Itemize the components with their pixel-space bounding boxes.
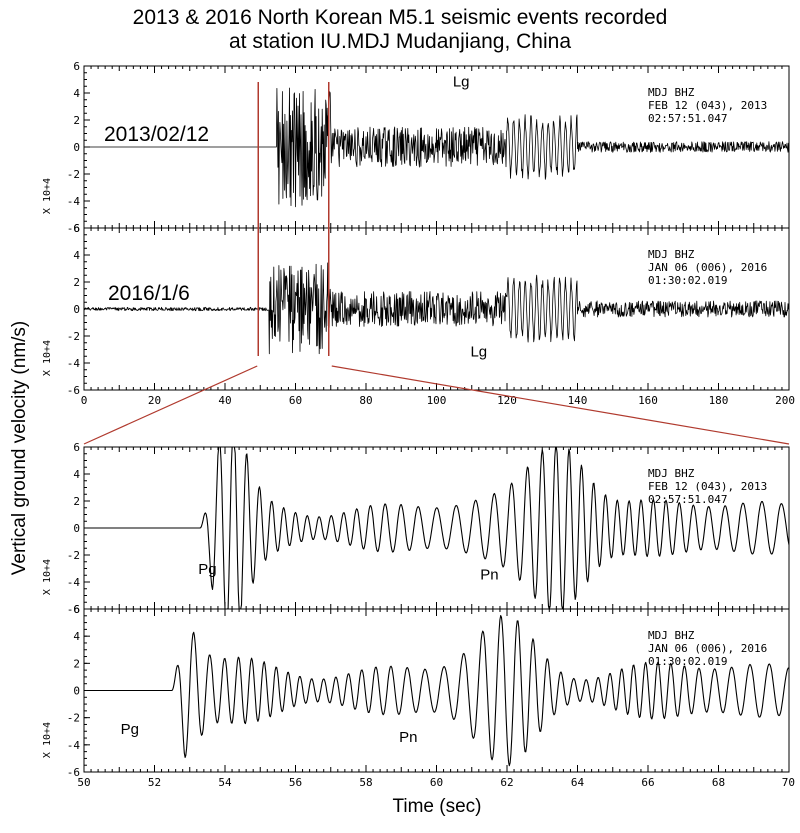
phase-label-pn: Pn bbox=[480, 566, 498, 583]
y-scale-label: X 10+4 bbox=[42, 340, 53, 376]
x-tick-label: 70 bbox=[782, 776, 795, 789]
y-tick-label: -4 bbox=[67, 739, 81, 752]
x-tick-label: 58 bbox=[359, 776, 372, 789]
station-stamp-line: FEB 12 (043), 2013 bbox=[648, 99, 767, 112]
event-date-label: 2016/1/6 bbox=[108, 282, 190, 305]
y-tick-label: 4 bbox=[73, 630, 80, 643]
y-tick-label: 4 bbox=[73, 87, 80, 100]
title-line-1: 2013 & 2016 North Korean M5.1 seismic ev… bbox=[132, 6, 668, 29]
x-tick-label: 62 bbox=[500, 776, 513, 789]
phase-label-pg: Pg bbox=[198, 561, 216, 578]
station-stamp-line: MDJ BHZ bbox=[648, 248, 695, 261]
station-stamp-line: 01:30:02.019 bbox=[648, 655, 727, 668]
x-tick-label: 68 bbox=[712, 776, 725, 789]
station-stamp-line: FEB 12 (043), 2013 bbox=[648, 480, 767, 493]
x-tick-label: 100 bbox=[427, 394, 447, 407]
waveform-trace bbox=[84, 615, 790, 767]
x-tick-label: 160 bbox=[638, 394, 658, 407]
y-tick-label: 6 bbox=[73, 222, 80, 235]
x-axis-label: Time (sec) bbox=[392, 796, 481, 817]
y-tick-label: -4 bbox=[67, 576, 81, 589]
y-tick-label: -6 bbox=[67, 384, 80, 397]
station-stamp-line: MDJ BHZ bbox=[648, 86, 695, 99]
y-tick-label: 6 bbox=[73, 441, 80, 454]
x-tick-label: 20 bbox=[148, 394, 161, 407]
x-tick-label: 0 bbox=[81, 394, 88, 407]
y-tick-label: -2 bbox=[67, 549, 80, 562]
y-tick-label: 0 bbox=[73, 303, 80, 316]
y-tick-label: 2 bbox=[73, 114, 80, 127]
waveform-trace bbox=[83, 262, 790, 355]
x-tick-label: 60 bbox=[289, 394, 302, 407]
x-tick-label: 66 bbox=[641, 776, 654, 789]
phase-label-pg: Pg bbox=[121, 721, 139, 738]
y-tick-label: 0 bbox=[73, 685, 80, 698]
y-scale-label: X 10+4 bbox=[42, 722, 53, 758]
station-stamp-line: 01:30:02.019 bbox=[648, 274, 727, 287]
y-tick-label: -2 bbox=[67, 330, 80, 343]
phase-label-pn: Pn bbox=[399, 729, 417, 746]
x-tick-label: 52 bbox=[148, 776, 161, 789]
y-tick-label: 4 bbox=[73, 249, 80, 262]
y-axis-label: Vertical ground velocity (nm/s) bbox=[9, 321, 30, 576]
station-stamp-line: JAN 06 (006), 2016 bbox=[648, 642, 767, 655]
station-stamp-line: 02:57:51.047 bbox=[648, 493, 727, 506]
x-tick-label: 64 bbox=[571, 776, 585, 789]
phase-label-lg: Lg bbox=[470, 343, 487, 360]
waveform-trace bbox=[84, 446, 790, 610]
zoom-connector-lines bbox=[83, 82, 790, 445]
y-tick-label: -2 bbox=[67, 712, 80, 725]
x-tick-label: 140 bbox=[568, 394, 588, 407]
x-tick-label: 60 bbox=[430, 776, 443, 789]
y-tick-label: -6 bbox=[67, 603, 80, 616]
y-tick-label: 0 bbox=[73, 522, 80, 535]
title-line-2: at station IU.MDJ Mudanjiang, China bbox=[229, 30, 571, 53]
station-stamp-line: MDJ BHZ bbox=[648, 629, 695, 642]
zoom-connector-left bbox=[83, 365, 258, 445]
y-tick-label: 6 bbox=[73, 60, 80, 73]
y-tick-label: -4 bbox=[67, 357, 81, 370]
phase-label-lg: Lg bbox=[453, 73, 470, 90]
y-tick-label: 2 bbox=[73, 657, 80, 670]
station-stamp-line: 02:57:51.047 bbox=[648, 112, 727, 125]
x-tick-label: 50 bbox=[77, 776, 90, 789]
chart-title: 2013 & 2016 North Korean M5.1 seismic ev… bbox=[0, 6, 800, 54]
station-stamp-line: MDJ BHZ bbox=[648, 467, 695, 480]
x-tick-label: 56 bbox=[289, 776, 302, 789]
y-scale-label: X 10+4 bbox=[42, 559, 53, 595]
y-tick-label: 2 bbox=[73, 495, 80, 508]
panel-zoom-2016: -6 -4 -2 0 2 4 6 X 10+4 50 52 54 56 58 60 62 64 66 68 70 MD… bbox=[42, 603, 795, 789]
x-tick-label: 180 bbox=[709, 394, 729, 407]
y-tick-label: 6 bbox=[73, 603, 80, 616]
x-tick-label: 40 bbox=[218, 394, 231, 407]
x-tick-label: 200 bbox=[775, 394, 795, 407]
y-tick-label: 4 bbox=[73, 468, 80, 481]
waveform-trace bbox=[84, 87, 790, 208]
event-date-label: 2013/02/12 bbox=[104, 123, 209, 146]
y-tick-label: -2 bbox=[67, 168, 80, 181]
y-tick-label: -6 bbox=[67, 222, 80, 235]
x-tick-label: 80 bbox=[359, 394, 372, 407]
y-tick-label: 0 bbox=[73, 141, 80, 154]
zoom-connector-right bbox=[331, 365, 790, 445]
station-stamp-line: JAN 06 (006), 2016 bbox=[648, 261, 767, 274]
y-tick-label: -4 bbox=[67, 195, 81, 208]
x-tick-label: 54 bbox=[218, 776, 232, 789]
y-tick-label: 2 bbox=[73, 276, 80, 289]
y-scale-label: X 10+4 bbox=[42, 178, 53, 214]
y-tick-label: -6 bbox=[67, 766, 80, 779]
